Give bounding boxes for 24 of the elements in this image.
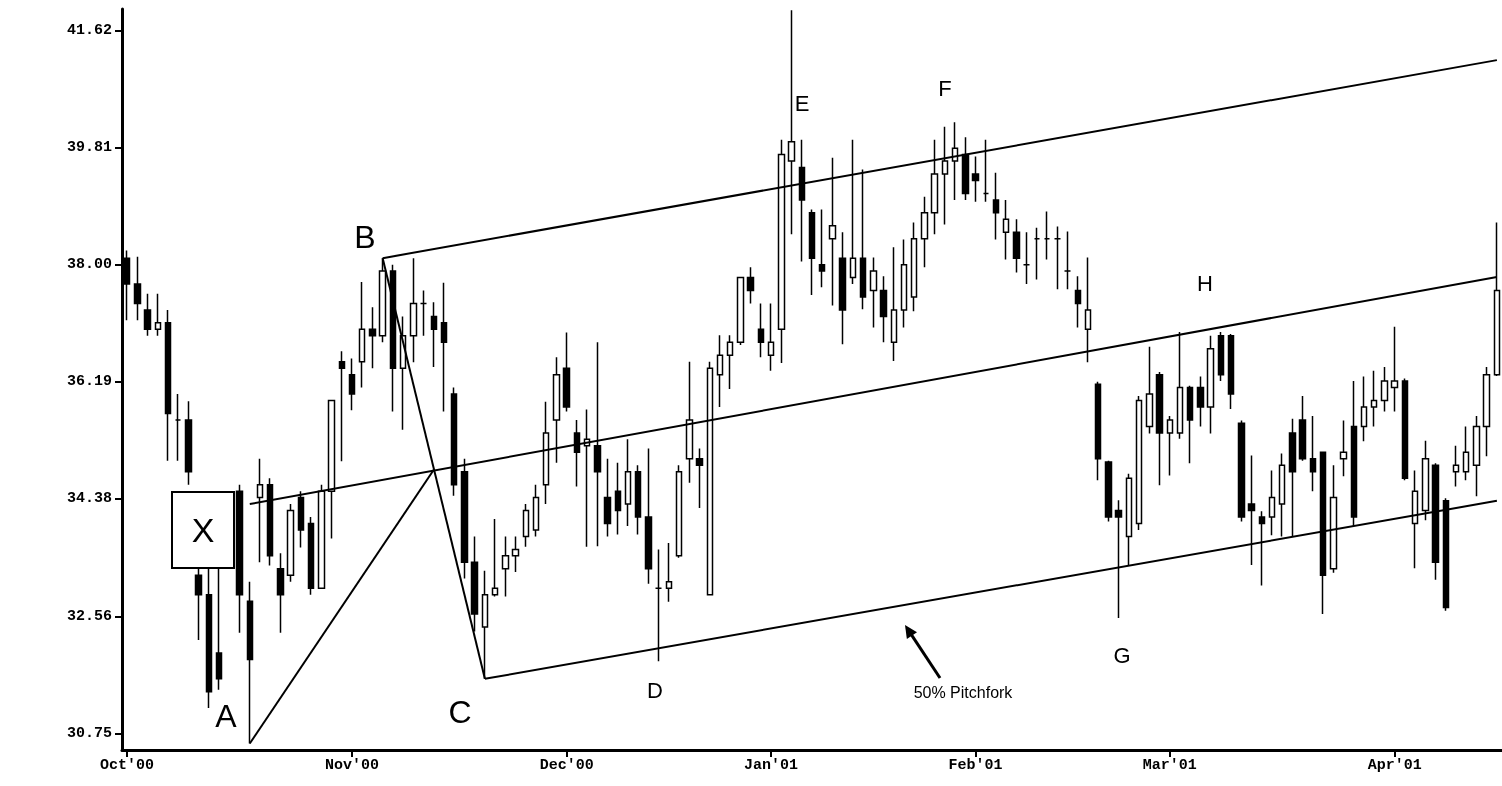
x-tick-label: Dec'00 [539, 757, 594, 774]
annotation: E [794, 90, 810, 116]
y-tick-label: 34.38 [66, 490, 112, 508]
x-tick-label: Feb'01 [948, 757, 1003, 774]
annotation: X [191, 511, 215, 549]
annotation: B [354, 219, 376, 255]
x-tick-label: Mar'01 [1142, 757, 1197, 774]
annotation: G [1113, 642, 1131, 668]
y-tick-label: 30.75 [66, 725, 112, 743]
annotation: F [938, 75, 952, 101]
y-tick-label: 39.81 [66, 138, 112, 156]
x-tick-label: Oct'00 [100, 757, 155, 774]
annotation: A [215, 698, 238, 734]
y-tick-label: 38.00 [66, 256, 112, 274]
y-tick-label: 36.19 [66, 373, 112, 391]
annotation: D [647, 677, 663, 703]
x-tick-label: Jan'01 [744, 757, 799, 774]
annotation: C [448, 694, 472, 730]
y-tick-label: 41.62 [66, 21, 112, 39]
x-tick-label: Apr'01 [1367, 757, 1422, 774]
y-tick-label: 32.56 [66, 608, 112, 626]
annotation: H [1197, 270, 1213, 296]
x-tick-label: Nov'00 [324, 757, 380, 774]
annotation: 50% Pitchfork [913, 683, 1014, 701]
